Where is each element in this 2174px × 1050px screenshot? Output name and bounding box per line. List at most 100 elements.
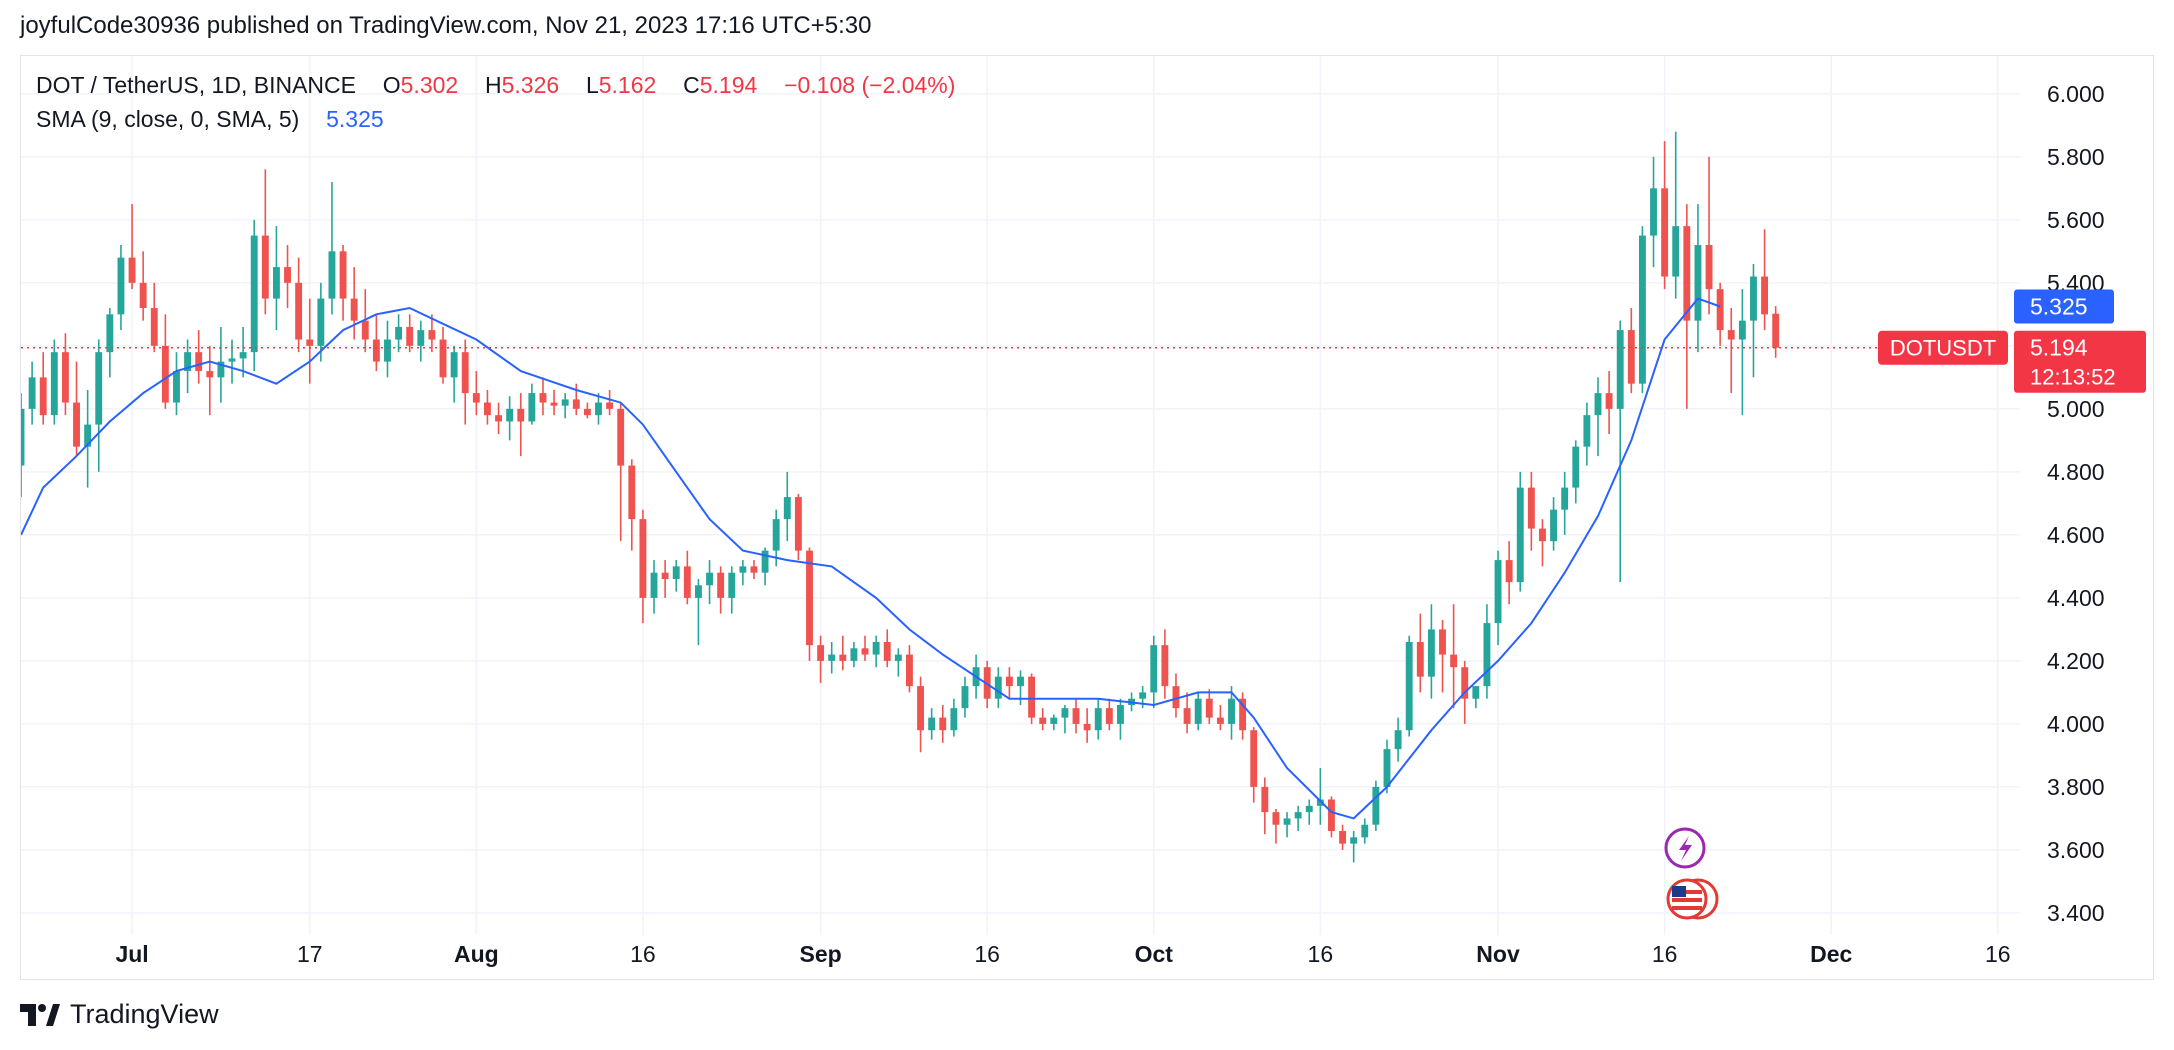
candle-body[interactable] bbox=[1161, 645, 1169, 687]
candle-body[interactable] bbox=[1650, 188, 1657, 236]
candle-body[interactable] bbox=[483, 402, 491, 416]
candle-body[interactable] bbox=[706, 572, 713, 586]
candle-body[interactable] bbox=[73, 402, 80, 447]
candle-body[interactable] bbox=[139, 282, 147, 309]
candle-body[interactable] bbox=[1005, 676, 1013, 687]
candle-body[interactable] bbox=[1250, 730, 1258, 787]
candle-body[interactable] bbox=[1483, 623, 1491, 687]
candle-body[interactable] bbox=[184, 352, 192, 372]
ticker-tag[interactable] bbox=[1878, 330, 2008, 365]
candle-body[interactable] bbox=[883, 642, 891, 661]
candle-body[interactable] bbox=[106, 314, 114, 353]
candle-body[interactable] bbox=[839, 654, 847, 661]
candle-body[interactable] bbox=[1194, 698, 1202, 724]
candle-body[interactable] bbox=[195, 352, 203, 372]
candle-body[interactable] bbox=[1583, 415, 1591, 447]
last-price-badge[interactable] bbox=[2014, 330, 2146, 393]
candle-body[interactable] bbox=[472, 393, 480, 403]
candle-body[interactable] bbox=[1516, 487, 1524, 583]
candle-body[interactable] bbox=[1017, 676, 1024, 687]
candle-body[interactable] bbox=[1205, 698, 1213, 718]
candle-body[interactable] bbox=[1050, 717, 1058, 724]
candle-body[interactable] bbox=[1228, 698, 1235, 724]
candle-body[interactable] bbox=[1439, 629, 1446, 655]
symbol-title[interactable]: DOT / TetherUS, 1D, BINANCE bbox=[36, 72, 356, 98]
candle-body[interactable] bbox=[128, 257, 136, 283]
candle-body[interactable] bbox=[1461, 667, 1469, 699]
candle-body[interactable] bbox=[406, 326, 414, 346]
candle-body[interactable] bbox=[1672, 226, 1680, 277]
candle-body[interactable] bbox=[1405, 642, 1413, 731]
candle-body[interactable] bbox=[295, 282, 303, 340]
candle-body[interactable] bbox=[1372, 786, 1380, 825]
candle-body[interactable] bbox=[994, 676, 1002, 699]
candle-body[interactable] bbox=[1661, 188, 1669, 277]
candle-body[interactable] bbox=[150, 308, 158, 346]
candle-body[interactable] bbox=[1061, 708, 1069, 718]
candle-body[interactable] bbox=[272, 267, 280, 299]
candle-body[interactable] bbox=[550, 402, 558, 406]
candle-body[interactable] bbox=[239, 352, 247, 359]
candle-body[interactable] bbox=[1305, 805, 1313, 813]
candle-body[interactable] bbox=[717, 572, 725, 598]
candle-body[interactable] bbox=[1572, 446, 1580, 488]
candle-body[interactable] bbox=[517, 408, 525, 422]
candle-body[interactable] bbox=[906, 654, 913, 687]
candle-body[interactable] bbox=[1316, 799, 1324, 806]
candle-body[interactable] bbox=[1139, 692, 1147, 699]
candle-body[interactable] bbox=[1738, 320, 1746, 340]
candle-body[interactable] bbox=[1083, 723, 1091, 731]
candle-body[interactable] bbox=[1394, 730, 1402, 750]
candle-body[interactable] bbox=[461, 352, 469, 394]
candle-body[interactable] bbox=[595, 402, 602, 416]
candle-body[interactable] bbox=[50, 352, 58, 416]
candle-body[interactable] bbox=[650, 572, 658, 598]
chart-pane[interactable] bbox=[20, 55, 2154, 980]
candle-body[interactable] bbox=[750, 566, 758, 573]
candle-body[interactable] bbox=[1561, 487, 1569, 510]
candle-body[interactable] bbox=[1283, 818, 1291, 825]
candle-body[interactable] bbox=[1594, 393, 1602, 416]
candle-body[interactable] bbox=[1328, 799, 1335, 832]
candle-body[interactable] bbox=[84, 424, 92, 447]
candle-body[interactable] bbox=[661, 572, 669, 579]
candle-body[interactable] bbox=[1705, 245, 1713, 290]
candle-body[interactable] bbox=[161, 345, 169, 403]
candle-body[interactable] bbox=[950, 708, 958, 731]
candle-body[interactable] bbox=[1683, 226, 1691, 321]
candle-body[interactable] bbox=[117, 257, 125, 315]
candle-body[interactable] bbox=[1150, 645, 1158, 693]
candle-body[interactable] bbox=[850, 648, 858, 661]
candle-body[interactable] bbox=[1361, 824, 1369, 838]
candle-body[interactable] bbox=[1183, 708, 1191, 724]
candle-body[interactable] bbox=[761, 550, 769, 573]
candle-body[interactable] bbox=[1550, 509, 1558, 542]
candle-body[interactable] bbox=[794, 497, 802, 551]
candle-body[interactable] bbox=[1627, 330, 1635, 384]
candle-body[interactable] bbox=[1727, 330, 1735, 340]
candle-body[interactable] bbox=[39, 377, 47, 416]
candle-body[interactable] bbox=[817, 645, 825, 661]
candle-body[interactable] bbox=[1616, 330, 1624, 409]
candle-body[interactable] bbox=[417, 330, 425, 346]
candle-body[interactable] bbox=[1527, 487, 1535, 529]
tradingview-logo[interactable]: TradingView bbox=[20, 999, 219, 1030]
candle-body[interactable] bbox=[606, 402, 614, 409]
candle-body[interactable] bbox=[1272, 812, 1280, 825]
candle-body[interactable] bbox=[284, 267, 291, 283]
candle-body[interactable] bbox=[1072, 708, 1080, 724]
candle-body[interactable] bbox=[1028, 676, 1036, 718]
candle-body[interactable] bbox=[428, 330, 436, 340]
candle-body[interactable] bbox=[18, 408, 25, 466]
candle-body[interactable] bbox=[339, 251, 347, 299]
candle-body[interactable] bbox=[1761, 276, 1769, 315]
candle-body[interactable] bbox=[617, 408, 625, 466]
candle-body[interactable] bbox=[1094, 708, 1102, 731]
candle-body[interactable] bbox=[317, 298, 325, 346]
sma-title[interactable]: SMA (9, close, 0, SMA, 5) bbox=[36, 106, 300, 132]
candle-body[interactable] bbox=[1294, 812, 1302, 819]
candle-body[interactable] bbox=[28, 377, 36, 409]
candle-body[interactable] bbox=[228, 358, 236, 362]
candle-body[interactable] bbox=[1505, 560, 1513, 583]
